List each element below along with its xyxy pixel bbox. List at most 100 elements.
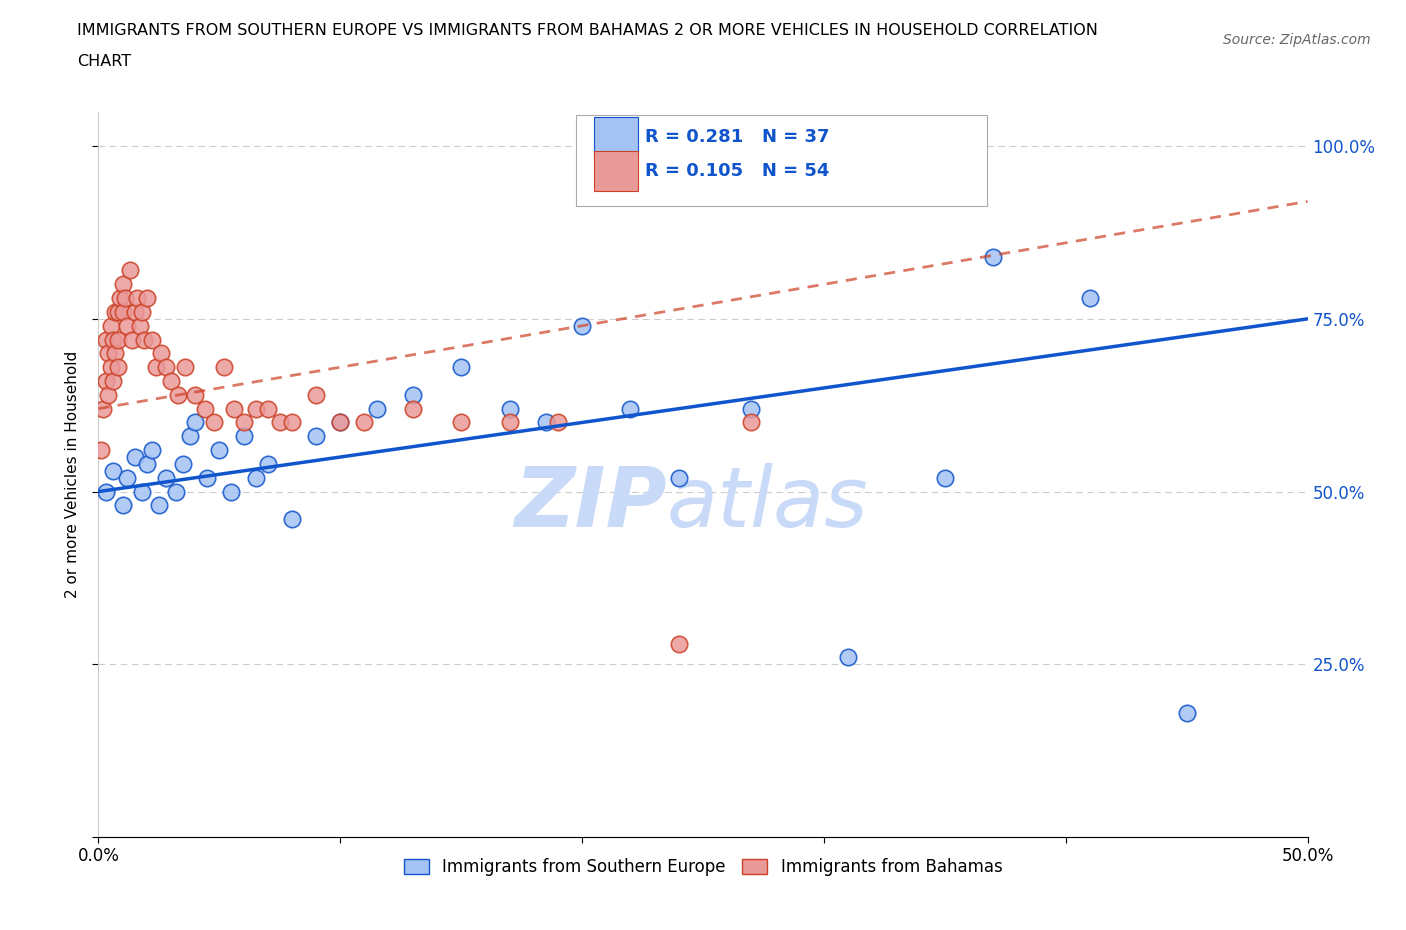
Point [128, 318, 150, 333]
Point [124, 449, 146, 464]
Point [281, 512, 304, 526]
Point [101, 374, 124, 389]
Point [281, 415, 304, 430]
FancyBboxPatch shape [576, 115, 987, 206]
Point [100, 360, 122, 375]
Point [222, 401, 245, 416]
Point [740, 401, 762, 416]
Point [145, 360, 167, 375]
Point [534, 415, 557, 430]
Point [141, 443, 163, 458]
Point [124, 304, 146, 319]
Point [1078, 291, 1101, 306]
Point [179, 429, 201, 444]
Point [104, 346, 127, 361]
Point [232, 415, 254, 430]
Point [94, 332, 117, 347]
Point [256, 457, 278, 472]
Y-axis label: 2 or more Vehicles in Household: 2 or more Vehicles in Household [65, 351, 80, 598]
Point [97, 346, 120, 361]
Point [150, 346, 173, 361]
Point [498, 415, 520, 430]
Point [195, 471, 218, 485]
Point [165, 485, 187, 499]
Point [1175, 705, 1198, 720]
Point [111, 277, 134, 292]
Point [619, 401, 641, 416]
Point [118, 263, 141, 278]
Text: CHART: CHART [77, 54, 131, 69]
Point [366, 401, 388, 416]
Point [212, 360, 235, 375]
Point [104, 304, 127, 319]
Point [305, 429, 328, 444]
Point [94, 485, 117, 499]
Point [208, 443, 231, 458]
Point [329, 415, 352, 430]
Point [107, 332, 129, 347]
Point [221, 485, 243, 499]
Point [141, 332, 163, 347]
Point [245, 401, 267, 416]
Point [155, 360, 177, 375]
Point [194, 401, 217, 416]
Point [184, 415, 207, 430]
Text: ZIP: ZIP [515, 463, 666, 544]
Point [668, 471, 690, 485]
Point [90, 443, 112, 458]
Point [547, 415, 569, 430]
Point [107, 360, 129, 375]
Text: R = 0.105   N = 54: R = 0.105 N = 54 [645, 162, 830, 180]
Point [981, 249, 1004, 264]
Point [232, 429, 254, 444]
Point [127, 291, 149, 306]
Point [111, 304, 134, 319]
Point [108, 291, 131, 306]
Point [329, 415, 352, 430]
Text: atlas: atlas [666, 463, 869, 544]
Point [740, 415, 762, 430]
Text: IMMIGRANTS FROM SOUTHERN EUROPE VS IMMIGRANTS FROM BAHAMAS 2 OR MORE VEHICLES IN: IMMIGRANTS FROM SOUTHERN EUROPE VS IMMIG… [77, 23, 1098, 38]
Point [155, 471, 177, 485]
Point [571, 318, 593, 333]
Point [172, 457, 194, 472]
Point [450, 415, 472, 430]
Point [148, 498, 170, 512]
Point [353, 415, 375, 430]
Point [402, 401, 425, 416]
Point [101, 332, 124, 347]
Point [668, 636, 690, 651]
Point [245, 471, 267, 485]
Point [100, 318, 122, 333]
Point [402, 388, 425, 403]
Point [101, 463, 124, 478]
Point [94, 374, 117, 389]
Point [114, 291, 136, 306]
Point [837, 650, 859, 665]
Point [121, 332, 143, 347]
Legend: Immigrants from Southern Europe, Immigrants from Bahamas: Immigrants from Southern Europe, Immigra… [396, 852, 1010, 883]
Point [107, 304, 129, 319]
Point [97, 388, 120, 403]
Point [131, 485, 153, 499]
Point [256, 401, 278, 416]
Point [111, 498, 134, 512]
Point [184, 388, 207, 403]
Point [305, 388, 328, 403]
Point [117, 318, 139, 333]
Point [204, 415, 226, 430]
Point [167, 388, 190, 403]
Point [934, 471, 956, 485]
Point [117, 471, 139, 485]
Point [498, 401, 520, 416]
Point [450, 360, 472, 375]
Point [160, 374, 183, 389]
FancyBboxPatch shape [595, 152, 638, 191]
Point [131, 304, 153, 319]
Point [135, 291, 157, 306]
Point [91, 401, 114, 416]
Point [135, 457, 157, 472]
Point [174, 360, 197, 375]
Point [134, 332, 156, 347]
FancyBboxPatch shape [595, 117, 638, 156]
